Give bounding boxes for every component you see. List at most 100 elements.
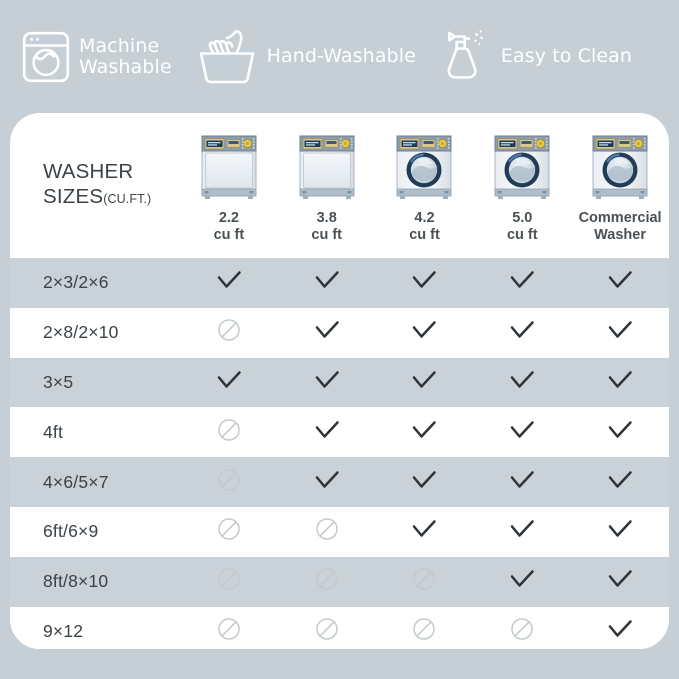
column-header-caption: 4.2 cu ft [409, 210, 440, 243]
cell-compatible [376, 457, 474, 507]
blocked-icon [315, 567, 339, 591]
check-icon [507, 567, 537, 591]
column-header-2: 4.2 cu ft [376, 113, 474, 258]
cell-compatible [376, 358, 474, 408]
cell-compatible [571, 607, 669, 649]
blocked-icon [217, 318, 241, 342]
cell-incompatible [376, 557, 474, 607]
blocked-icon [217, 517, 241, 541]
column-header-3: 5.0 cu ft [473, 113, 571, 258]
blocked-icon [217, 617, 241, 641]
blocked-icon [315, 617, 339, 641]
cell-incompatible [180, 607, 278, 649]
feature-badges-bar: Machine Washable Hand-Washable [0, 0, 679, 113]
table-row: 4×6/5×7 [10, 457, 669, 507]
check-icon [409, 468, 439, 492]
table-row: 9×12 [10, 606, 669, 649]
table-body: 2×3/2×6 2×8/2×10 3×5 4ft 4×6/5×7 6ft/6×9 8ft/8… [10, 258, 669, 649]
table-row: 4ft [10, 407, 669, 458]
cell-compatible [473, 358, 571, 408]
table-row: 6ft/6×9 [10, 506, 669, 557]
cell-incompatible [180, 507, 278, 557]
cell-incompatible [278, 557, 376, 607]
corner-title-sub: (CU.FT.) [103, 192, 152, 206]
column-header-caption: 2.2 cu ft [213, 210, 245, 243]
row-label: 4×6/5×7 [43, 471, 109, 492]
check-icon [605, 517, 635, 541]
check-icon [605, 567, 635, 591]
cell-compatible [278, 358, 376, 408]
table-header-row: WASHER SIZES(CU.FT.) [10, 113, 669, 258]
blocked-icon [412, 567, 436, 591]
badge-label: Easy to Clean [500, 45, 633, 67]
badge-hand-washable: Hand-Washable [196, 29, 416, 85]
cell-compatible [571, 358, 669, 408]
cell-compatible [278, 457, 376, 507]
check-icon [605, 268, 635, 292]
blocked-icon [412, 617, 436, 641]
column-header-4: Commercial Washer [571, 113, 669, 258]
row-label: 8ft/8×10 [43, 571, 109, 592]
cell-incompatible [180, 557, 278, 607]
cell-compatible [278, 308, 376, 358]
badge-label: Hand-Washable [266, 45, 416, 67]
blocked-icon [217, 418, 241, 442]
cell-incompatible [180, 407, 278, 457]
cell-incompatible [278, 607, 376, 649]
table-row: 3×5 [10, 357, 669, 408]
cell-incompatible [376, 607, 474, 649]
check-icon [312, 468, 342, 492]
front-load-washer-icon [491, 131, 553, 203]
check-icon [507, 318, 537, 342]
cell-compatible [571, 308, 669, 358]
check-icon [507, 368, 537, 392]
check-icon [605, 318, 635, 342]
row-label: 3×5 [43, 371, 74, 392]
cell-incompatible [278, 507, 376, 557]
blocked-icon [510, 617, 534, 641]
check-icon [507, 268, 537, 292]
cell-incompatible [473, 607, 571, 649]
check-icon [605, 468, 635, 492]
cell-compatible [180, 258, 278, 308]
blocked-icon [217, 567, 241, 591]
check-icon [507, 517, 537, 541]
corner-title-line1: WASHER [43, 160, 134, 183]
check-icon [312, 368, 342, 392]
cell-compatible [571, 557, 669, 607]
cell-compatible [376, 507, 474, 557]
cell-compatible [278, 407, 376, 457]
cell-compatible [571, 507, 669, 557]
front-load-washer-icon [589, 131, 651, 203]
cell-compatible [376, 258, 474, 308]
table-row: 2×8/2×10 [10, 307, 669, 358]
cell-compatible [473, 258, 571, 308]
top-load-washer-icon [198, 131, 260, 203]
badge-easy-to-clean: Easy to Clean [442, 29, 632, 85]
top-load-washer-icon [296, 131, 358, 203]
cell-compatible [376, 407, 474, 457]
front-load-washer-icon [393, 131, 455, 203]
table-corner-title: WASHER SIZES(CU.FT.) [10, 113, 180, 258]
cell-compatible [571, 258, 669, 308]
row-label: 4ft [43, 421, 64, 442]
check-icon [409, 318, 439, 342]
washer-size-compatibility-table: WASHER SIZES(CU.FT.) [10, 113, 669, 649]
check-icon [605, 368, 635, 392]
cell-compatible [473, 507, 571, 557]
check-icon [605, 617, 635, 641]
check-icon [214, 268, 244, 292]
cell-compatible [180, 358, 278, 408]
cell-incompatible [180, 308, 278, 358]
cell-compatible [473, 457, 571, 507]
spray-bottle-icon [442, 29, 492, 85]
cell-compatible [473, 308, 571, 358]
cell-incompatible [180, 457, 278, 507]
table-row: 8ft/8×10 [10, 556, 669, 607]
cell-compatible [473, 557, 571, 607]
column-header-1: 3.8 cu ft [278, 113, 376, 258]
corner-title-line2: SIZES [43, 185, 104, 208]
cell-compatible [376, 308, 474, 358]
hand-wash-basin-icon [196, 29, 258, 85]
